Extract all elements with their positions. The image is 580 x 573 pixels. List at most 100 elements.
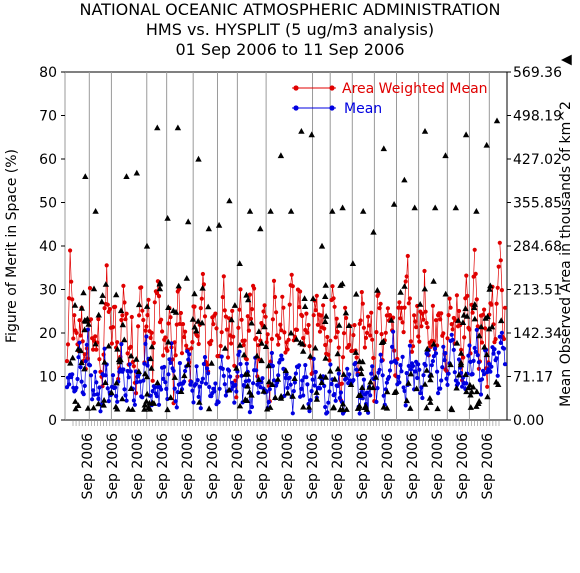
area-weighted-point-331	[410, 344, 416, 349]
mean-point-76	[144, 334, 149, 339]
area-weighted-point-197	[270, 317, 275, 322]
area-weighted-point-290	[368, 333, 373, 338]
mean-point-260	[336, 371, 341, 376]
mean-point-352	[432, 346, 438, 351]
area-weighted-point-204	[278, 322, 283, 327]
mean-point-88	[156, 402, 162, 407]
area-triangle-205	[476, 332, 483, 339]
area-triangle-5	[123, 173, 130, 179]
y-right-tick-label-0: 0.00	[513, 413, 544, 429]
area-triangle-159	[473, 388, 480, 395]
mean-point-152	[223, 393, 228, 398]
mean-point-312	[391, 329, 396, 334]
area-weighted-point-129	[199, 296, 204, 301]
mean-point-61	[128, 369, 133, 374]
x-tick-label-1: Sep 2006	[105, 433, 121, 500]
area-triangle-183	[309, 295, 317, 302]
area-weighted-point-122	[192, 304, 197, 309]
area-weighted-point-223	[298, 289, 303, 294]
area-weighted-point-323	[402, 305, 407, 310]
area-weighted-point-255	[331, 296, 336, 301]
area-weighted-point-246	[322, 326, 327, 331]
mean-point-146	[217, 386, 222, 391]
area-triangle-222	[330, 404, 337, 411]
mean-point-324	[403, 403, 408, 408]
area-triangle-138	[372, 374, 380, 380]
mean-point-259	[335, 383, 340, 389]
area-weighted-point-414	[497, 240, 502, 245]
mean-point-99	[168, 360, 173, 365]
area-weighted-point-390	[472, 247, 477, 252]
mean-point-297	[375, 386, 380, 391]
mean-point-214	[288, 382, 293, 387]
area-weighted-point-112	[182, 334, 187, 340]
area-triangle-100	[334, 365, 342, 372]
area-weighted-point-339	[419, 324, 424, 329]
area-weighted-point-222	[297, 305, 302, 310]
area-weighted-point-154	[225, 355, 231, 360]
mean-point-327	[406, 363, 411, 369]
area-weighted-point-242	[317, 329, 323, 334]
area-weighted-point-412	[495, 285, 500, 290]
area-weighted-point-259	[335, 329, 340, 335]
area-weighted-point-282	[359, 290, 364, 295]
mean-point-205	[279, 353, 284, 358]
area-triangle-15	[226, 197, 233, 204]
mean-point-321	[400, 354, 405, 359]
area-weighted-point-385	[467, 327, 472, 332]
mean-point-412	[495, 373, 500, 378]
mean-point-142	[213, 381, 218, 386]
y-axis-right-label-group: Mean Observed Area in thousands of km^2 …	[558, 54, 574, 407]
area-triangle-144	[231, 302, 239, 308]
area-weighted-point-345	[425, 325, 430, 330]
mean-point-125	[195, 378, 200, 383]
mean-point-97	[166, 372, 171, 377]
mean-point-77	[145, 363, 150, 368]
area-triangle-295	[100, 397, 108, 403]
area-triangle-102	[92, 340, 99, 347]
mean-point-211	[285, 385, 290, 390]
area-triangle-156	[272, 394, 279, 400]
area-weighted-point-283	[360, 301, 365, 306]
area-triangle-6	[133, 169, 140, 176]
area-triangle-292	[357, 365, 365, 371]
mean-point-235	[310, 377, 315, 382]
area-weighted-point-73	[141, 317, 146, 323]
area-triangle-250	[90, 285, 98, 292]
area-weighted-point-101	[170, 357, 175, 362]
chart-title-line-1: NATIONAL OCEANIC ATMOSPHERIC ADMINISTRAT…	[80, 0, 501, 19]
area-triangle-140	[262, 343, 270, 349]
vertical-separator-lines	[64, 72, 490, 420]
area-triangle-3	[102, 281, 110, 287]
area-weighted-point-296	[374, 330, 379, 335]
area-weighted-point-391	[473, 271, 478, 276]
area-weighted-point-164	[236, 325, 241, 330]
area-weighted-point-419	[502, 305, 508, 310]
area-weighted-point-288	[366, 314, 371, 319]
area-weighted-point-393	[475, 324, 480, 329]
area-weighted-point-257	[333, 335, 338, 340]
area-weighted-point-157	[229, 341, 234, 346]
area-weighted-point-126	[196, 341, 201, 347]
area-weighted-point-189	[262, 303, 267, 308]
area-weighted-point-206	[280, 294, 285, 299]
area-triangle-196	[300, 403, 307, 410]
area-triangle-117	[322, 354, 329, 361]
area-triangle-23	[308, 131, 315, 138]
area-weighted-point-213	[287, 302, 292, 307]
area-triangle-261	[148, 365, 155, 371]
mean-point-116	[186, 357, 191, 362]
area-triangle-29	[370, 228, 377, 235]
area-triangle-192	[421, 381, 429, 387]
mean-point-72	[140, 395, 145, 400]
area-weighted-point-143	[214, 326, 219, 331]
mean-point-280	[357, 411, 362, 416]
mean-point-29	[95, 392, 100, 397]
area-triangle-200	[121, 336, 128, 343]
area-triangle-204	[171, 374, 178, 380]
mean-point-357	[438, 386, 443, 391]
area-weighted-point-38	[104, 263, 109, 268]
mean-point-218	[292, 380, 297, 385]
mean-point-365	[446, 371, 451, 376]
mean-point-60	[127, 362, 132, 367]
